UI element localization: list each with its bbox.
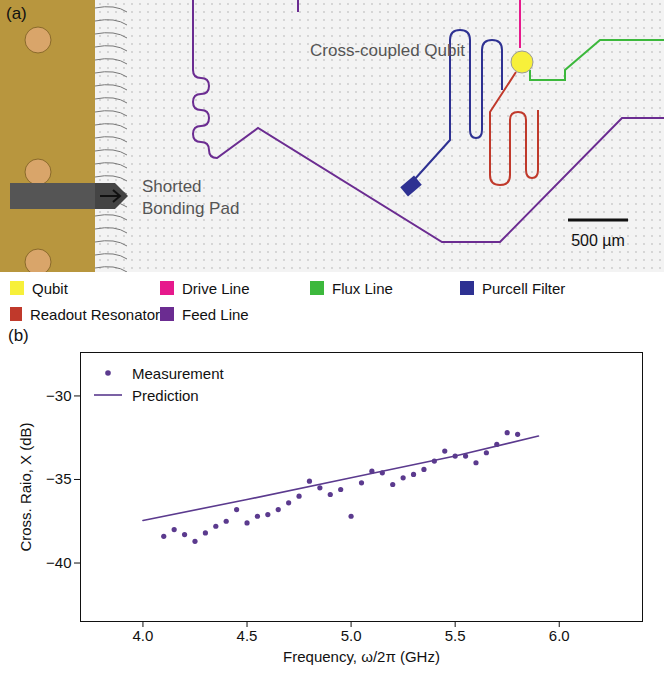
svg-text:−30: −30 (46, 387, 71, 404)
svg-text:−35: −35 (46, 470, 71, 487)
svg-text:ShortedBonding Pad: ShortedBonding Pad (142, 177, 239, 218)
svg-text:4.0: 4.0 (133, 627, 154, 644)
svg-text:Frequency, ω/2π (GHz): Frequency, ω/2π (GHz) (283, 648, 440, 665)
svg-text:Cross. Raio, X (dB): Cross. Raio, X (dB) (17, 422, 34, 551)
html-text:Qubit: Qubit (32, 279, 68, 297)
html-text:Readout Resonator: Readout Resonator (29, 305, 160, 323)
svg-text:(a): (a) (6, 4, 27, 23)
html-text:Purcell Filter: Purcell Filter (482, 279, 566, 297)
svg-text:500 µm: 500 µm (571, 232, 625, 249)
svg-text:4.5: 4.5 (237, 627, 258, 644)
svg-text:−40: −40 (46, 554, 71, 571)
svg-text:6.0: 6.0 (549, 627, 570, 644)
svg-text:5.0: 5.0 (341, 627, 362, 644)
html-text:(b): (b) (8, 326, 29, 345)
html-text:Flux Line: Flux Line (332, 279, 393, 297)
html-text:Drive Line: Drive Line (182, 279, 250, 297)
html-text:Measurement: Measurement (132, 364, 224, 382)
html-text:Feed Line: Feed Line (182, 305, 249, 323)
html-text:Prediction: Prediction (132, 386, 199, 404)
svg-text:Cross-coupled Qubit: Cross-coupled Qubit (310, 41, 465, 60)
svg-text:5.5: 5.5 (445, 627, 466, 644)
